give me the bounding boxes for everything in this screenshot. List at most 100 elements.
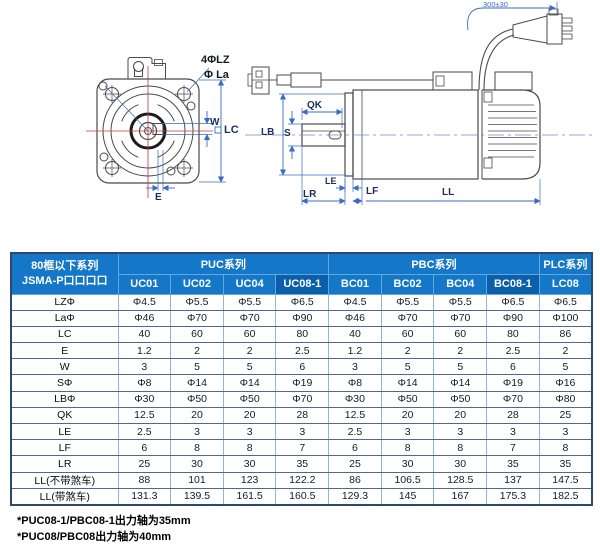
spec-cell: 35 (538, 455, 593, 473)
model-header-BC08-1: BC08-1 (486, 273, 540, 295)
spec-cell: 8 (380, 439, 435, 457)
model-header-BC04: BC04 (433, 273, 488, 295)
side-dimensions (279, 2, 558, 205)
spec-cell: 12.5 (328, 406, 382, 425)
footnotes: *PUC08-1/PBC08-1出力轴为35mm *PUC08/PBC08出力轴… (17, 515, 191, 546)
footnote-2: *PUC08/PBC08出力轴为40mm (17, 530, 172, 543)
spec-cell: 3 (433, 422, 488, 441)
spec-cell: 2.5 (328, 422, 382, 441)
spec-cell: 8 (222, 439, 277, 457)
power-connector (512, 8, 573, 45)
spec-cell: Φ70 (222, 309, 277, 327)
model-header-BC01: BC01 (328, 273, 382, 295)
dim-label-ll: LL (442, 187, 455, 198)
spec-cell: 60 (433, 325, 488, 344)
model-header-BC02: BC02 (380, 273, 435, 295)
dim-label-le: LE (325, 176, 337, 186)
spec-cell: 30 (222, 455, 277, 473)
spec-cell: Φ90 (486, 309, 540, 327)
front-centerlines (86, 66, 213, 198)
spec-cell: 122.2 (275, 471, 330, 489)
row-label: LBΦ (10, 390, 119, 408)
encoder-mount (432, 71, 473, 91)
dim-label-phi-la: Φ La (204, 69, 229, 81)
spec-cell: 8 (538, 439, 593, 457)
spec-cell: 25 (328, 455, 382, 473)
spec-cell: 60 (170, 325, 224, 344)
group-header-PLC系列: PLC系列 (538, 252, 593, 275)
spec-cell: 28 (486, 406, 540, 425)
spec-cell: Φ90 (275, 309, 330, 327)
row-label: E (10, 342, 119, 360)
power-cable (478, 28, 515, 91)
spec-cell: 167 (433, 487, 488, 506)
spec-cell: 182.5 (538, 487, 593, 506)
spec-cell: 80 (486, 325, 540, 344)
power-mount (494, 71, 533, 91)
dim-label-lc: LC (224, 124, 239, 136)
row-label: LZΦ (10, 293, 119, 311)
dim-label-4phi-lz: 4ΦLZ (201, 54, 230, 66)
dim-label-e: E (155, 192, 162, 203)
spec-cell: 8 (170, 439, 224, 457)
spec-cell: Φ5.5 (170, 293, 224, 311)
row-label: LL(不带煞车) (10, 471, 119, 489)
spec-cell: 3 (486, 422, 540, 441)
spec-cell: 2 (170, 342, 224, 360)
spec-cell: Φ14 (222, 374, 277, 392)
table-row: QK 12.5 20 20 28 12.5 20 20 28 25 (10, 406, 593, 425)
spec-cell: Φ100 (538, 309, 593, 327)
row-label: SΦ (10, 374, 119, 392)
spec-cell: Φ50 (433, 390, 488, 408)
spec-cell: 2 (433, 342, 488, 360)
spec-cell: Φ70 (170, 309, 224, 327)
table-row: LE 2.5 3 3 3 2.5 3 3 3 3 (10, 422, 593, 441)
spec-cell: 5 (433, 358, 488, 376)
spec-cell: 35 (275, 455, 330, 473)
spec-cell: Φ50 (222, 390, 277, 408)
dim-label-lb: LB (261, 127, 275, 138)
spec-cell: Φ70 (486, 390, 540, 408)
spec-cell: Φ50 (380, 390, 435, 408)
table-row: LBΦ Φ30 Φ50 Φ50 Φ70 Φ30 Φ50 Φ50 Φ70 Φ80 (10, 390, 593, 408)
series-title-line2: JSMA-P口口口口 (21, 274, 108, 287)
spec-cell: 7 (275, 439, 330, 457)
spec-cell: Φ50 (170, 390, 224, 408)
spec-cell: Φ80 (538, 390, 593, 408)
spec-cell: Φ30 (117, 390, 172, 408)
group-header-PUC系列: PUC系列 (117, 252, 330, 275)
spec-cell: 20 (170, 406, 224, 425)
spec-cell: 40 (117, 325, 172, 344)
table-row: E 1.2 2 2 2.5 1.2 2 2 2.5 2 (10, 342, 593, 360)
table-row: LF 6 8 8 7 6 8 8 7 8 (10, 439, 593, 457)
spec-cell: 12.5 (117, 406, 172, 425)
spec-cell: Φ46 (328, 309, 382, 327)
spec-cell: 1.2 (328, 342, 382, 360)
motor-side-view (247, 8, 573, 180)
spec-cell: 5 (222, 358, 277, 376)
table-row: LaΦ Φ46 Φ70 Φ70 Φ90 Φ46 Φ70 Φ70 Φ90 Φ100 (10, 309, 593, 327)
spec-cell: 175.3 (486, 487, 540, 506)
spec-cell: 3 (328, 358, 382, 376)
spec-cell: 2 (538, 342, 593, 360)
spec-cell: Φ8 (117, 374, 172, 392)
spec-cell: Φ6.5 (275, 293, 330, 311)
spec-cell: 6 (117, 439, 172, 457)
spec-cell: 139.5 (170, 487, 224, 506)
mounting-holes (98, 81, 196, 177)
spec-cell: 137 (486, 471, 540, 489)
spec-cell: 3 (275, 422, 330, 441)
spec-cell: Φ8 (328, 374, 382, 392)
spec-cell: 128.5 (433, 471, 488, 489)
front-dimensions (104, 67, 226, 192)
spec-cell: 30 (433, 455, 488, 473)
spec-cell: 131.3 (117, 487, 172, 506)
dim-label-lr: LR (303, 189, 317, 200)
dim-label-s: S (284, 128, 291, 139)
spec-cell: 25 (538, 406, 593, 425)
spec-cell: 86 (328, 471, 382, 489)
row-label: LaΦ (10, 309, 119, 327)
spec-cell: Φ6.5 (486, 293, 540, 311)
series-title-line1: 80框以下系列 (31, 259, 99, 272)
